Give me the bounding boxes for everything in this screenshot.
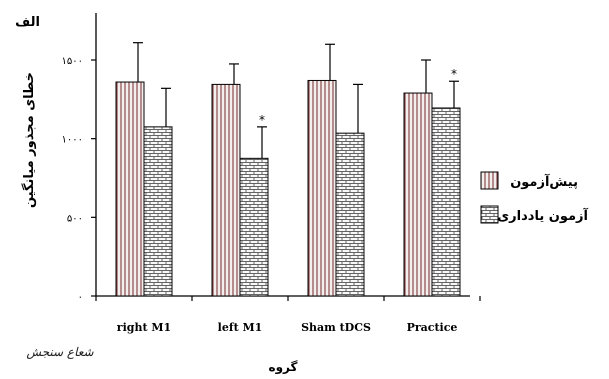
chart-title: الف xyxy=(15,15,40,30)
bars: ** xyxy=(115,42,461,297)
legend: پیش‌آزمون آزمون یادداری xyxy=(480,171,589,224)
bar-retention xyxy=(143,126,173,297)
bar-pretest xyxy=(307,79,337,297)
legend-swatch-pretest xyxy=(480,171,499,190)
category-label: Practice xyxy=(407,321,458,334)
bar-pretest xyxy=(115,81,145,297)
legend-swatch-retention xyxy=(480,205,499,224)
significance-marker: * xyxy=(259,113,265,127)
y-tick-label: ۱۵۰۰ xyxy=(62,56,83,67)
legend-label-pretest: پیش‌آزمون xyxy=(510,173,578,190)
significance-marker: * xyxy=(451,67,457,81)
bar-pretest xyxy=(403,92,433,297)
bar-retention xyxy=(335,132,365,297)
y-tick-label: ۰ xyxy=(78,292,83,303)
x-axis-label: گروه xyxy=(269,360,298,375)
x-ticks xyxy=(95,296,481,301)
bar-retention xyxy=(431,107,461,297)
category-label: left M1 xyxy=(218,321,263,334)
y-axis-label: خطای مجذور میانگین xyxy=(21,72,37,208)
publisher-logo: شعاع سنجش xyxy=(26,345,94,359)
category-label: right M1 xyxy=(117,321,171,334)
category-label: Sham tDCS xyxy=(301,321,371,334)
bar-retention xyxy=(239,157,269,297)
y-tick-label: ۵۰۰ xyxy=(67,213,83,224)
bar-pretest xyxy=(211,83,241,297)
legend-label-retention: آزمون یادداری xyxy=(497,207,588,224)
y-tick-label: ۱۰۰۰ xyxy=(62,135,83,146)
y-ticks: ۰ ۵۰۰ ۱۰۰۰ ۱۵۰۰ xyxy=(62,56,96,303)
category-labels: right M1 left M1 Sham tDCS Practice xyxy=(117,321,458,334)
